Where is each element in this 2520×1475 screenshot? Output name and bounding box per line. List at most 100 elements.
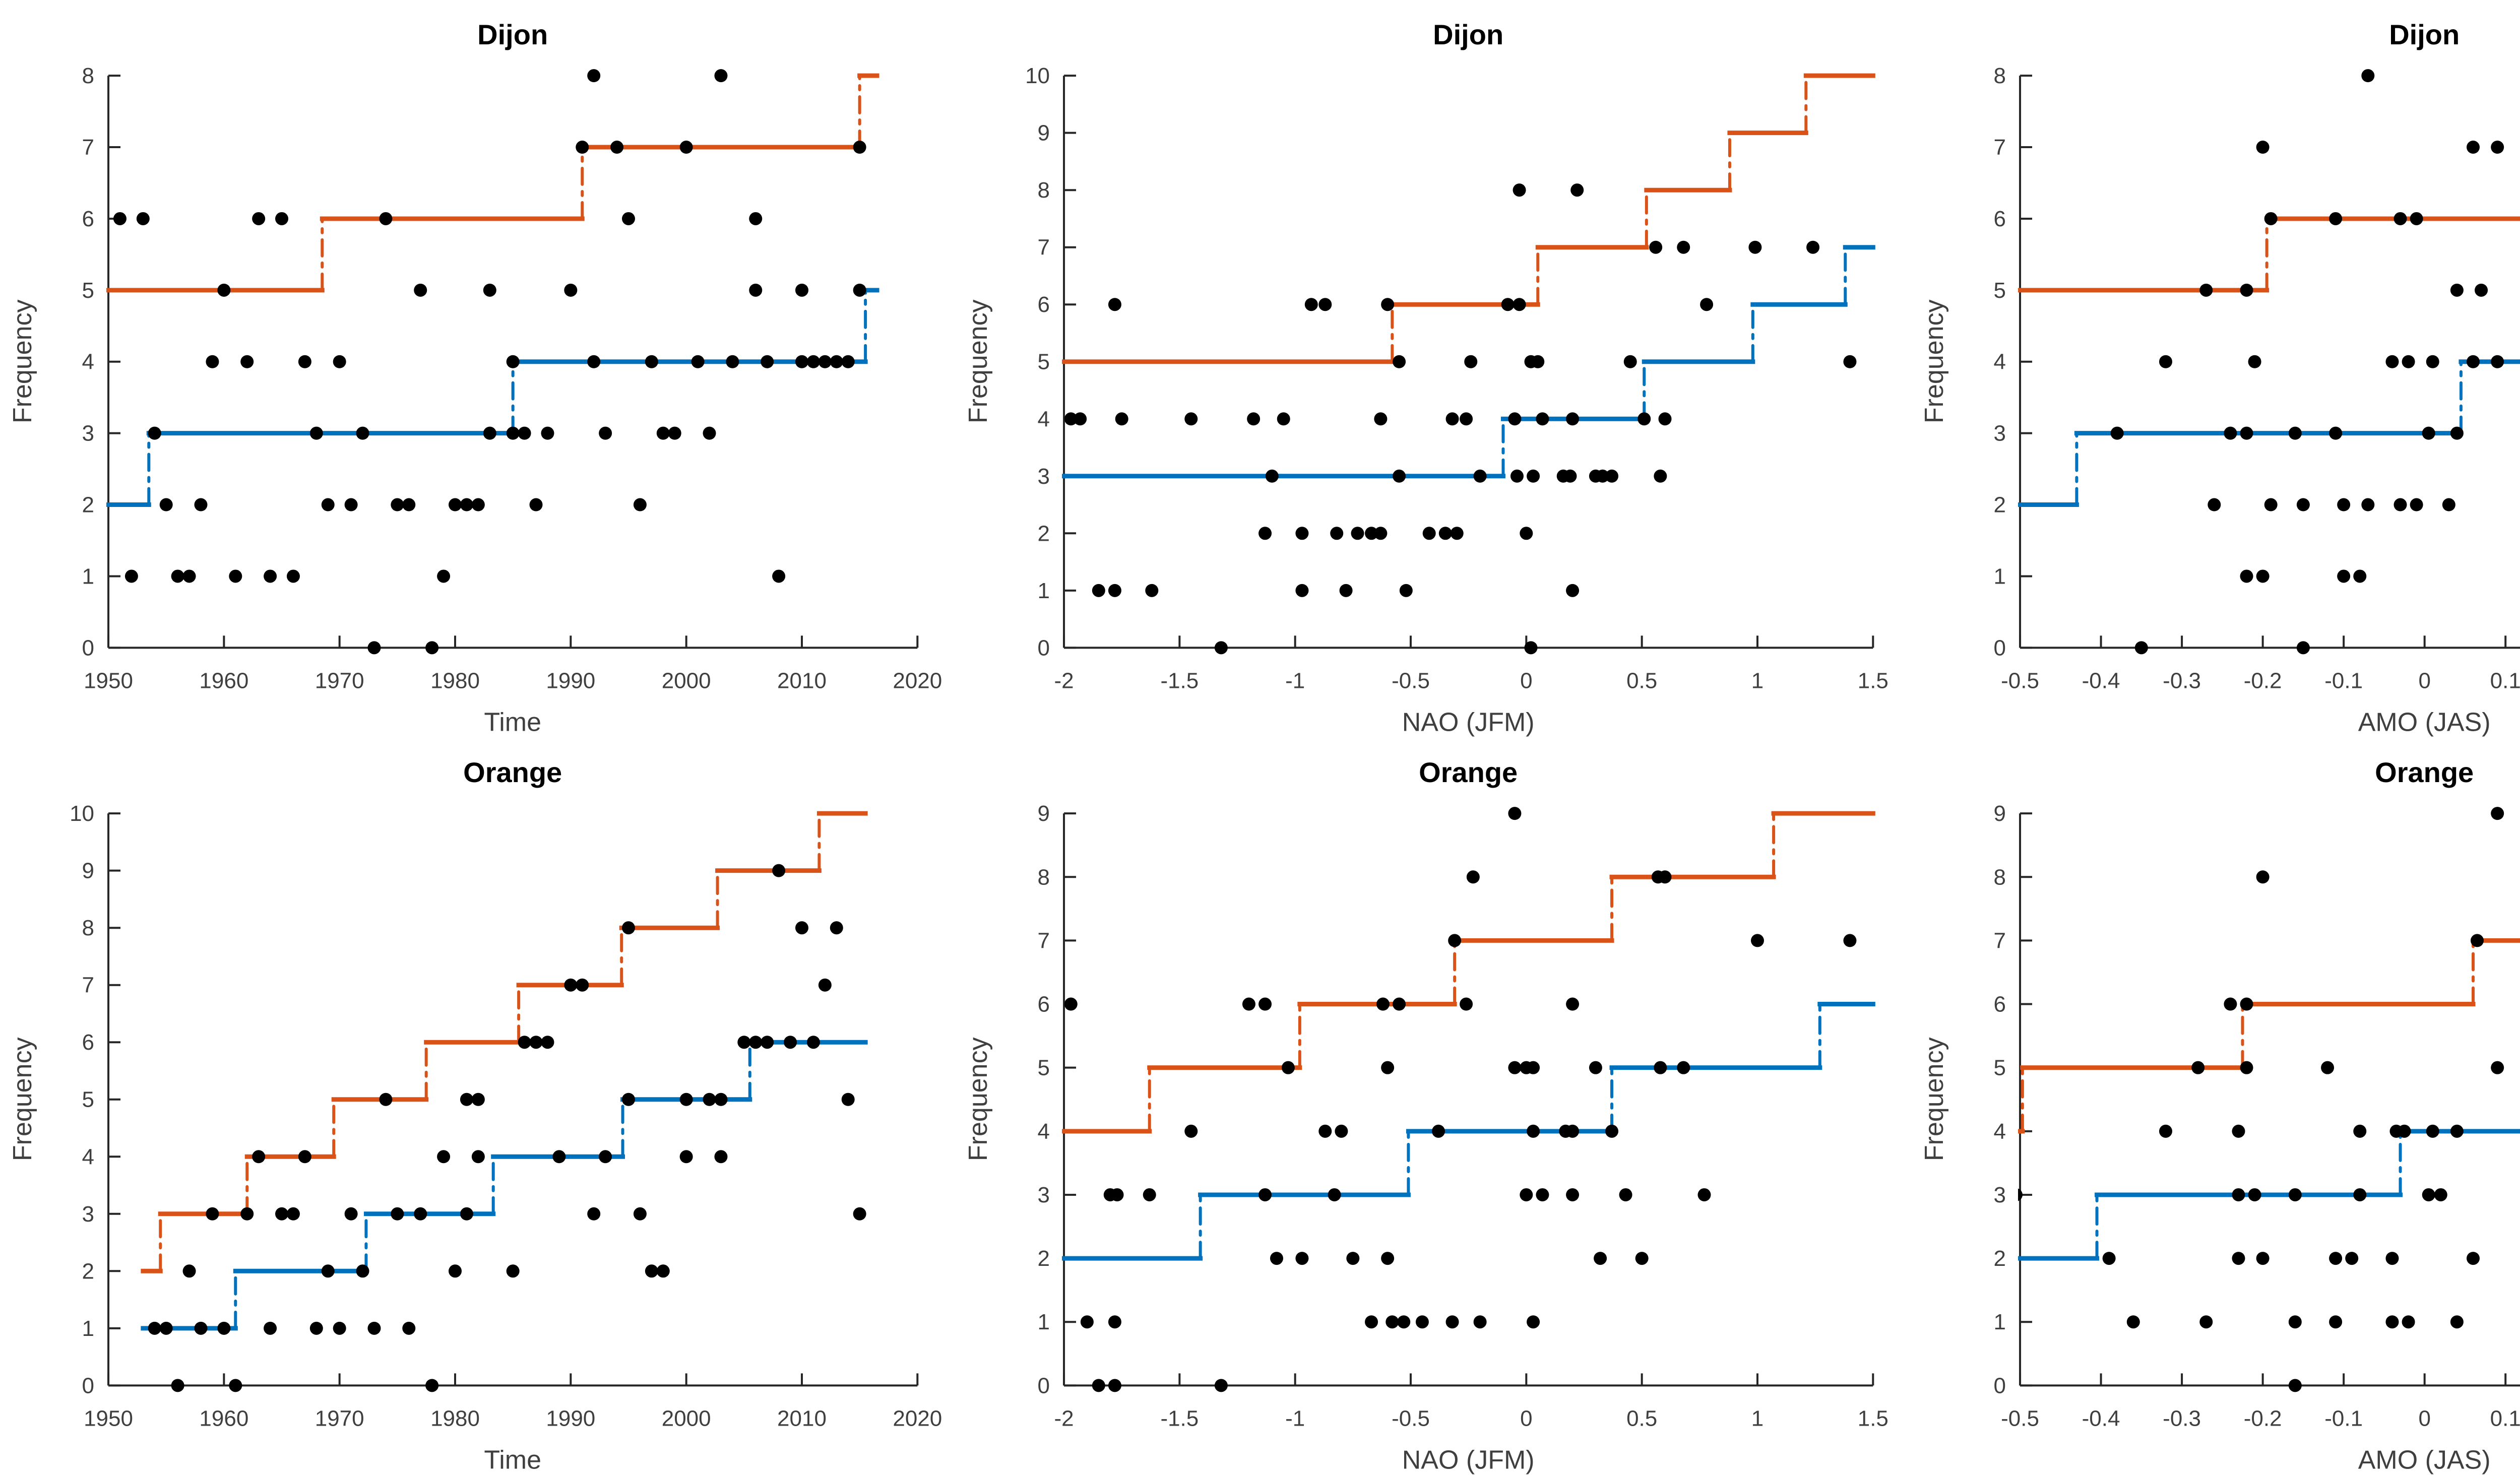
y-tick-label: 1 xyxy=(82,1316,94,1340)
scatter-point xyxy=(2474,283,2488,297)
scatter-point xyxy=(1115,412,1129,426)
y-tick-label: 4 xyxy=(1993,1119,2005,1143)
scatter-point xyxy=(645,1264,658,1277)
scatter-points-group xyxy=(2018,806,2504,1392)
scatter-point xyxy=(830,355,843,368)
scatter-point xyxy=(1524,641,1538,655)
scatter-point xyxy=(506,355,520,368)
scatter-point xyxy=(1351,527,1364,540)
scatter-point xyxy=(703,426,716,440)
y-tick-label: 8 xyxy=(1993,63,2005,88)
plot-area-group: 1950 1960 1970 1980 1990 2000 2010 2020 0 1 2 3 4 5 6 7… xyxy=(82,63,942,693)
scatter-point xyxy=(2442,498,2455,511)
scatter-point xyxy=(229,569,242,583)
scatter-point xyxy=(2466,141,2480,154)
scatter-point xyxy=(1501,298,1515,311)
scatter-point xyxy=(2126,1315,2140,1328)
scatter-point xyxy=(2134,641,2148,655)
x-tick-label: 0 xyxy=(1520,668,1532,693)
subplot-dijon-amo: -0.5-0.4-0.3-0.2-0.100.10.20.30.40.50123… xyxy=(1920,19,2520,737)
scatter-point xyxy=(853,1207,866,1221)
scatter-point xyxy=(437,1149,451,1163)
scatter-point xyxy=(159,1321,173,1335)
scatter-point xyxy=(2224,997,2237,1011)
scatter-point xyxy=(391,498,404,511)
scatter-point xyxy=(1277,412,1291,426)
scatter-point xyxy=(2450,1315,2464,1328)
scatter-point xyxy=(2450,426,2464,440)
scatter-point xyxy=(2490,806,2504,820)
scatter-point xyxy=(264,1321,277,1335)
x-tick-label: 1990 xyxy=(546,1406,595,1431)
x-tick-label: 0 xyxy=(1520,1406,1532,1431)
x-axis-label: AMO (JAS) xyxy=(2358,1445,2490,1474)
scatter-point xyxy=(194,498,208,511)
x-tick-label: 1990 xyxy=(546,668,595,693)
y-tick-label: 0 xyxy=(1038,635,1050,660)
scatter-point xyxy=(356,1264,369,1277)
scatter-point xyxy=(2199,283,2213,297)
subplot-orange-time: 1950 1960 1970 1980 1990 2000 2010 2020 0 1 2 3 4 5 6 7… xyxy=(8,756,942,1474)
scatter-point xyxy=(1258,997,1272,1011)
scatter-point xyxy=(1346,1251,1360,1265)
scatter-point xyxy=(1536,412,1549,426)
scatter-point xyxy=(2426,355,2439,368)
scatter-point xyxy=(749,283,763,297)
scatter-point xyxy=(321,1264,335,1277)
y-tick-label: 4 xyxy=(1038,1119,1050,1143)
y-tick-label: 8 xyxy=(82,916,94,940)
x-tick-label: 1.5 xyxy=(1858,668,1888,693)
scatter-point xyxy=(1365,527,1378,540)
x-tick-label: -2 xyxy=(1054,1406,1074,1431)
scatter-point xyxy=(621,1093,636,1106)
scatter-point xyxy=(818,355,832,368)
scatter-point xyxy=(853,283,866,297)
y-axis-label: Frequency xyxy=(1920,1037,1949,1161)
x-axis-label: Time xyxy=(484,708,541,737)
scatter-point xyxy=(1508,806,1522,820)
x-tick-label: -0.3 xyxy=(2163,668,2201,693)
x-tick-label: 1 xyxy=(1751,668,1763,693)
scatter-point xyxy=(356,426,369,440)
x-tick-label: 1970 xyxy=(315,1406,364,1431)
scatter-point xyxy=(2410,212,2423,225)
scatter-point xyxy=(506,426,520,440)
scatter-point xyxy=(2232,1251,2245,1265)
scatter-point xyxy=(1566,997,1580,1011)
scatter-point xyxy=(1513,183,1526,197)
y-tick-label: 3 xyxy=(1038,1182,1050,1207)
scatter-point xyxy=(148,426,161,440)
scatter-point xyxy=(1145,584,1159,597)
x-tick-label: -1 xyxy=(1285,668,1305,693)
scatter-point xyxy=(1064,412,1078,426)
scatter-point xyxy=(367,1321,381,1335)
subplot-dijon-nao: -2 -1.5 -1 -0.5 0 0.5 1 1.5 0 1 2 3 4 5 6 7 8 9 10 Dijon N… xyxy=(964,19,1888,737)
scatter-point xyxy=(217,283,231,297)
scatter-point xyxy=(1510,469,1524,483)
scatter-point xyxy=(679,1093,693,1106)
scatter-point xyxy=(541,426,554,440)
y-tick-label: 3 xyxy=(82,1201,94,1226)
lower-step-line-group xyxy=(2018,359,2520,507)
scatter-point xyxy=(1649,240,1663,254)
scatter-point xyxy=(471,498,485,511)
scatter-point xyxy=(402,498,416,511)
scatter-point xyxy=(2353,1124,2366,1138)
plot-area-group: -0.5-0.4-0.3-0.2-0.100.10.20.30.40.50123… xyxy=(1993,63,2520,693)
scatter-point xyxy=(1393,997,1406,1011)
y-tick-label: 8 xyxy=(1038,178,1050,203)
scatter-point xyxy=(1605,469,1619,483)
y-tick-label: 9 xyxy=(82,858,94,883)
scatter-point xyxy=(726,355,739,368)
x-tick-label: 2000 xyxy=(662,668,711,693)
scatter-point xyxy=(2393,212,2407,225)
subplot-title: Orange xyxy=(2375,756,2474,788)
scatter-point xyxy=(2345,1251,2358,1265)
scatter-point xyxy=(1751,933,1765,947)
scatter-point xyxy=(576,978,589,992)
x-tick-label: 0 xyxy=(2418,668,2430,693)
scatter-point xyxy=(217,1321,231,1335)
plot-area-group: -0.5-0.4-0.3-0.2-0.100.10.20.30.40.50123… xyxy=(1993,801,2520,1431)
scatter-point xyxy=(136,212,150,225)
